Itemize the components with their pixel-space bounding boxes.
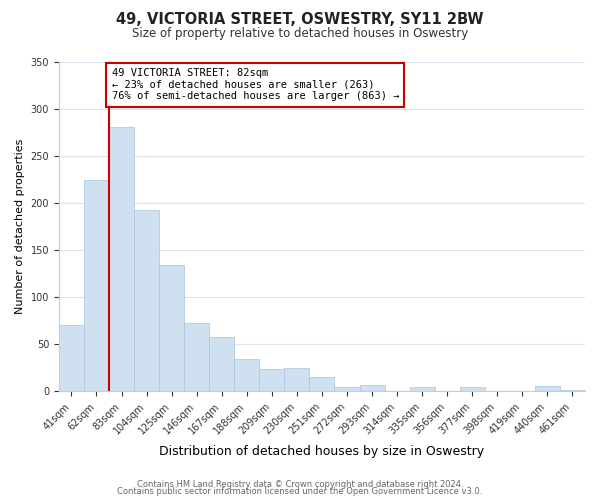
Y-axis label: Number of detached properties: Number of detached properties bbox=[15, 139, 25, 314]
Text: 49 VICTORIA STREET: 82sqm
← 23% of detached houses are smaller (263)
76% of semi: 49 VICTORIA STREET: 82sqm ← 23% of detac… bbox=[112, 68, 399, 102]
Bar bbox=[184, 322, 209, 392]
Bar bbox=[259, 369, 284, 392]
Bar bbox=[159, 265, 184, 392]
Text: Contains public sector information licensed under the Open Government Licence v3: Contains public sector information licen… bbox=[118, 487, 482, 496]
Bar bbox=[535, 386, 560, 392]
Bar bbox=[234, 360, 259, 392]
Bar bbox=[59, 326, 84, 392]
Text: Size of property relative to detached houses in Oswestry: Size of property relative to detached ho… bbox=[132, 28, 468, 40]
X-axis label: Distribution of detached houses by size in Oswestry: Distribution of detached houses by size … bbox=[160, 444, 485, 458]
Bar bbox=[334, 386, 359, 392]
Bar bbox=[109, 128, 134, 392]
Bar bbox=[560, 390, 585, 392]
Text: Contains HM Land Registry data © Crown copyright and database right 2024.: Contains HM Land Registry data © Crown c… bbox=[137, 480, 463, 489]
Bar bbox=[410, 386, 434, 392]
Bar bbox=[310, 378, 334, 392]
Bar bbox=[84, 180, 109, 392]
Bar bbox=[359, 385, 385, 392]
Bar bbox=[284, 368, 310, 392]
Bar bbox=[209, 337, 234, 392]
Bar bbox=[134, 210, 159, 392]
Text: 49, VICTORIA STREET, OSWESTRY, SY11 2BW: 49, VICTORIA STREET, OSWESTRY, SY11 2BW bbox=[116, 12, 484, 28]
Bar bbox=[460, 386, 485, 392]
